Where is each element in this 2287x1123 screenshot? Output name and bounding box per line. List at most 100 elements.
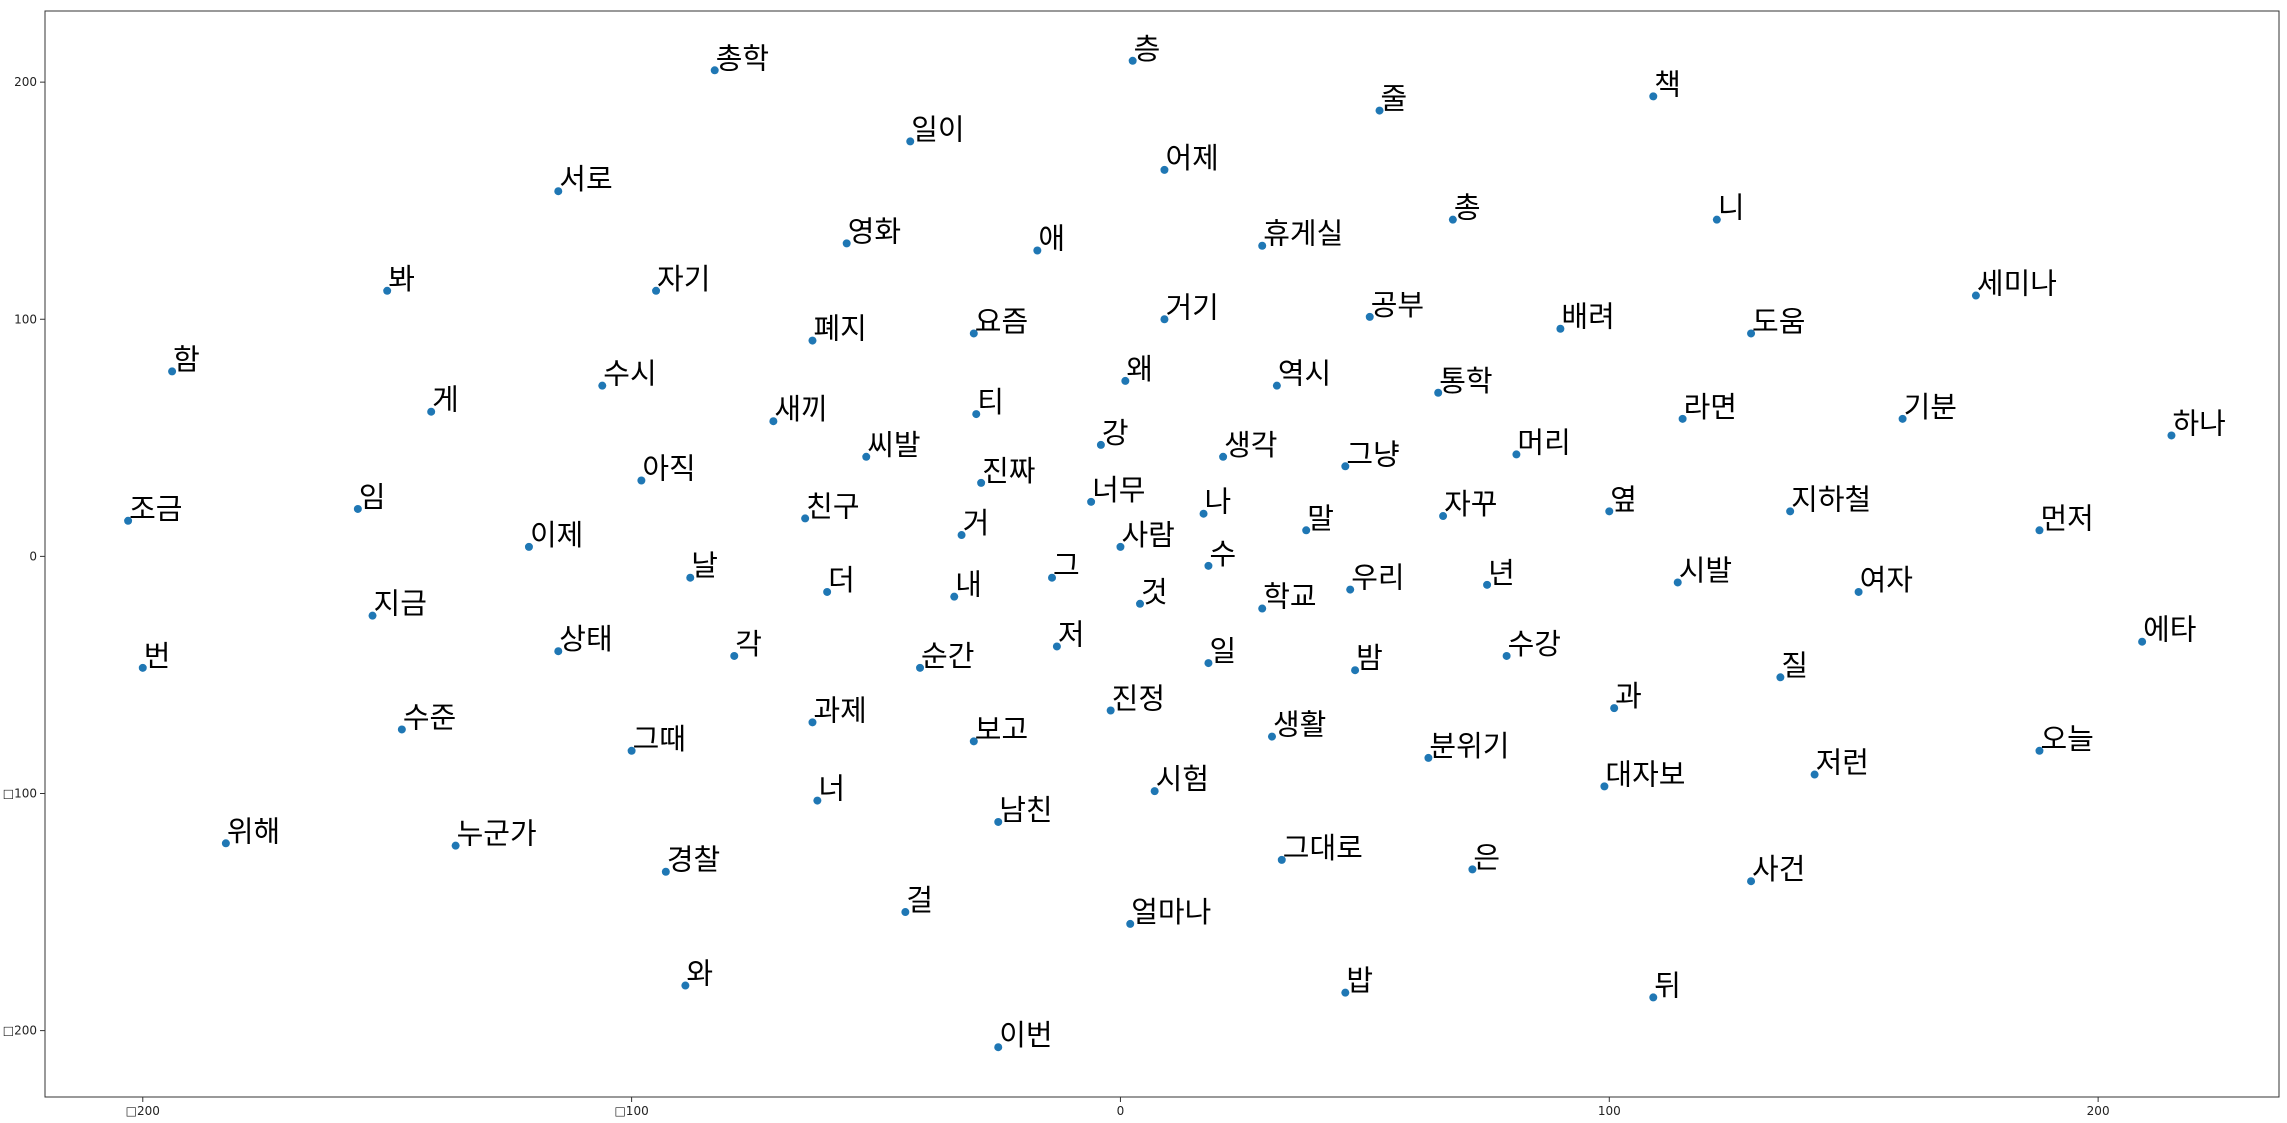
point-label: 도움 — [1752, 304, 1805, 338]
scatter-point — [1087, 497, 1096, 506]
y-tick-label: □100 — [3, 786, 37, 800]
scatter-point — [710, 66, 719, 75]
point-label: 새끼 — [774, 392, 827, 426]
point-label: 조금 — [129, 492, 182, 526]
scatter-point — [1346, 585, 1355, 594]
scatter-point — [972, 410, 981, 419]
x-tick-label: □100 — [614, 1104, 648, 1118]
y-tick-label: 100 — [14, 312, 37, 326]
point-label: 거 — [963, 506, 990, 540]
scatter-point — [977, 478, 986, 487]
scatter-point — [1434, 388, 1443, 397]
scatter-point — [808, 336, 817, 345]
point-label: 수준 — [403, 700, 456, 734]
scatter-point — [801, 514, 810, 523]
scatter-point — [1502, 651, 1511, 660]
point-label: 머리 — [1517, 425, 1570, 459]
point-label: 왜 — [1126, 352, 1153, 386]
scatter-point — [1302, 526, 1311, 535]
scatter-point — [1678, 414, 1687, 423]
scatter-point — [950, 592, 959, 601]
scatter-point — [1258, 604, 1267, 613]
scatter-point — [808, 718, 817, 727]
point-label: 세미나 — [1977, 267, 2057, 301]
point-label: 옆 — [1610, 482, 1637, 516]
scatter-point — [813, 796, 822, 805]
scatter-point — [124, 516, 133, 525]
scatter-point — [1116, 542, 1125, 551]
point-label: 그대로 — [1283, 831, 1363, 865]
point-label: 수 — [1209, 537, 1236, 571]
scatter-point — [1439, 512, 1448, 521]
scatter-point — [2167, 431, 2176, 440]
point-label: 그 — [1053, 549, 1080, 583]
scatter-point — [1033, 246, 1042, 255]
point-label: 역시 — [1278, 357, 1331, 391]
scatter-point — [1128, 56, 1137, 65]
point-label: 얼마나 — [1131, 895, 1211, 929]
plot-frame — [44, 10, 2280, 1098]
point-label: 오늘 — [2040, 722, 2093, 756]
point-label: 말 — [1307, 501, 1334, 535]
point-label: 봐 — [388, 262, 415, 296]
point-label: 뒤 — [1654, 968, 1681, 1002]
point-label: 진짜 — [982, 454, 1035, 488]
point-label: 티 — [977, 385, 1004, 419]
scatter-point — [1272, 381, 1281, 390]
point-label: 너무 — [1092, 473, 1145, 507]
scatter-point — [957, 531, 966, 540]
point-label: 저 — [1058, 617, 1085, 651]
scatter-point — [661, 867, 670, 876]
point-label: 년 — [1488, 556, 1515, 590]
scatter-point — [823, 587, 832, 596]
point-label: 상태 — [559, 622, 612, 656]
y-tick-label: □200 — [3, 1024, 37, 1038]
point-label: 씨발 — [867, 428, 920, 462]
scatter-point — [1424, 753, 1433, 762]
scatter-point — [1126, 919, 1135, 928]
scatter-point — [1483, 580, 1492, 589]
point-label: 임 — [359, 480, 386, 514]
point-label: 기분 — [1904, 390, 1957, 424]
scatter-point — [1375, 106, 1384, 115]
scatter-point — [1136, 599, 1145, 608]
scatter-point — [1121, 376, 1130, 385]
point-label: 우리 — [1351, 561, 1404, 595]
scatter-point — [368, 611, 377, 620]
y-tick-label: 0 — [29, 549, 37, 563]
point-label: 시발 — [1679, 553, 1732, 587]
scatter-point — [1600, 782, 1609, 791]
scatter-point — [994, 817, 1003, 826]
scatter-point — [769, 417, 778, 426]
point-label: 순간 — [921, 639, 974, 673]
scatter-point — [1096, 440, 1105, 449]
scatter-point — [842, 239, 851, 248]
scatter-point — [1160, 315, 1169, 324]
point-label: 너 — [818, 772, 845, 806]
point-label: 번 — [144, 639, 171, 673]
scatter-point — [2035, 526, 2044, 535]
scatter-point — [1160, 165, 1169, 174]
point-label: 사람 — [1121, 518, 1174, 552]
x-tick-label: □200 — [126, 1104, 160, 1118]
scatter-point — [1106, 706, 1115, 715]
scatter-point — [969, 737, 978, 746]
point-label: 자기 — [657, 262, 710, 296]
point-label: 시험 — [1156, 762, 1209, 796]
scatter-point — [730, 651, 739, 660]
scatter-point — [1747, 329, 1756, 338]
point-label: 걸 — [906, 883, 933, 917]
point-label: 일이 — [911, 112, 964, 146]
scatter-point — [221, 839, 230, 848]
scatter-point — [554, 187, 563, 196]
scatter-point — [1048, 573, 1057, 582]
point-label: 여자 — [1860, 563, 1913, 597]
scatter-point — [1448, 215, 1457, 224]
scatter-point — [1649, 993, 1658, 1002]
scatter-point — [1898, 414, 1907, 423]
point-label: 분위기 — [1429, 729, 1509, 763]
scatter-point — [1341, 988, 1350, 997]
scatter-point — [524, 542, 533, 551]
point-label: 생활 — [1273, 708, 1326, 742]
point-label: 라면 — [1684, 390, 1737, 424]
